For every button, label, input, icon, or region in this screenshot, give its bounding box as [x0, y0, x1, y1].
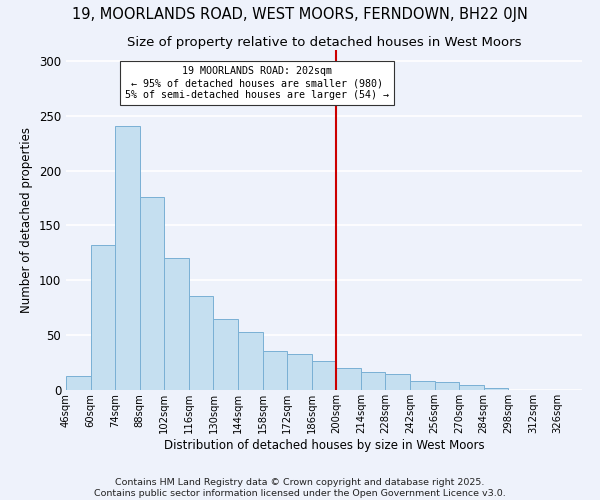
- Bar: [287, 354, 312, 390]
- Bar: [66, 376, 91, 390]
- X-axis label: Distribution of detached houses by size in West Moors: Distribution of detached houses by size …: [164, 438, 484, 452]
- Text: Contains HM Land Registry data © Crown copyright and database right 2025.
Contai: Contains HM Land Registry data © Crown c…: [94, 478, 506, 498]
- Bar: [115, 126, 140, 390]
- Bar: [385, 374, 410, 390]
- Bar: [214, 318, 238, 390]
- Bar: [361, 372, 385, 390]
- Bar: [484, 388, 508, 390]
- Bar: [459, 384, 484, 390]
- Text: 19, MOORLANDS ROAD, WEST MOORS, FERNDOWN, BH22 0JN: 19, MOORLANDS ROAD, WEST MOORS, FERNDOWN…: [72, 8, 528, 22]
- Title: Size of property relative to detached houses in West Moors: Size of property relative to detached ho…: [127, 36, 521, 49]
- Y-axis label: Number of detached properties: Number of detached properties: [20, 127, 34, 313]
- Bar: [164, 258, 189, 390]
- Bar: [263, 350, 287, 390]
- Bar: [140, 197, 164, 390]
- Bar: [336, 368, 361, 390]
- Bar: [434, 382, 459, 390]
- Text: 19 MOORLANDS ROAD: 202sqm
← 95% of detached houses are smaller (980)
5% of semi-: 19 MOORLANDS ROAD: 202sqm ← 95% of detac…: [125, 66, 389, 100]
- Bar: [410, 381, 434, 390]
- Bar: [238, 332, 263, 390]
- Bar: [189, 296, 214, 390]
- Bar: [91, 245, 115, 390]
- Bar: [312, 362, 336, 390]
